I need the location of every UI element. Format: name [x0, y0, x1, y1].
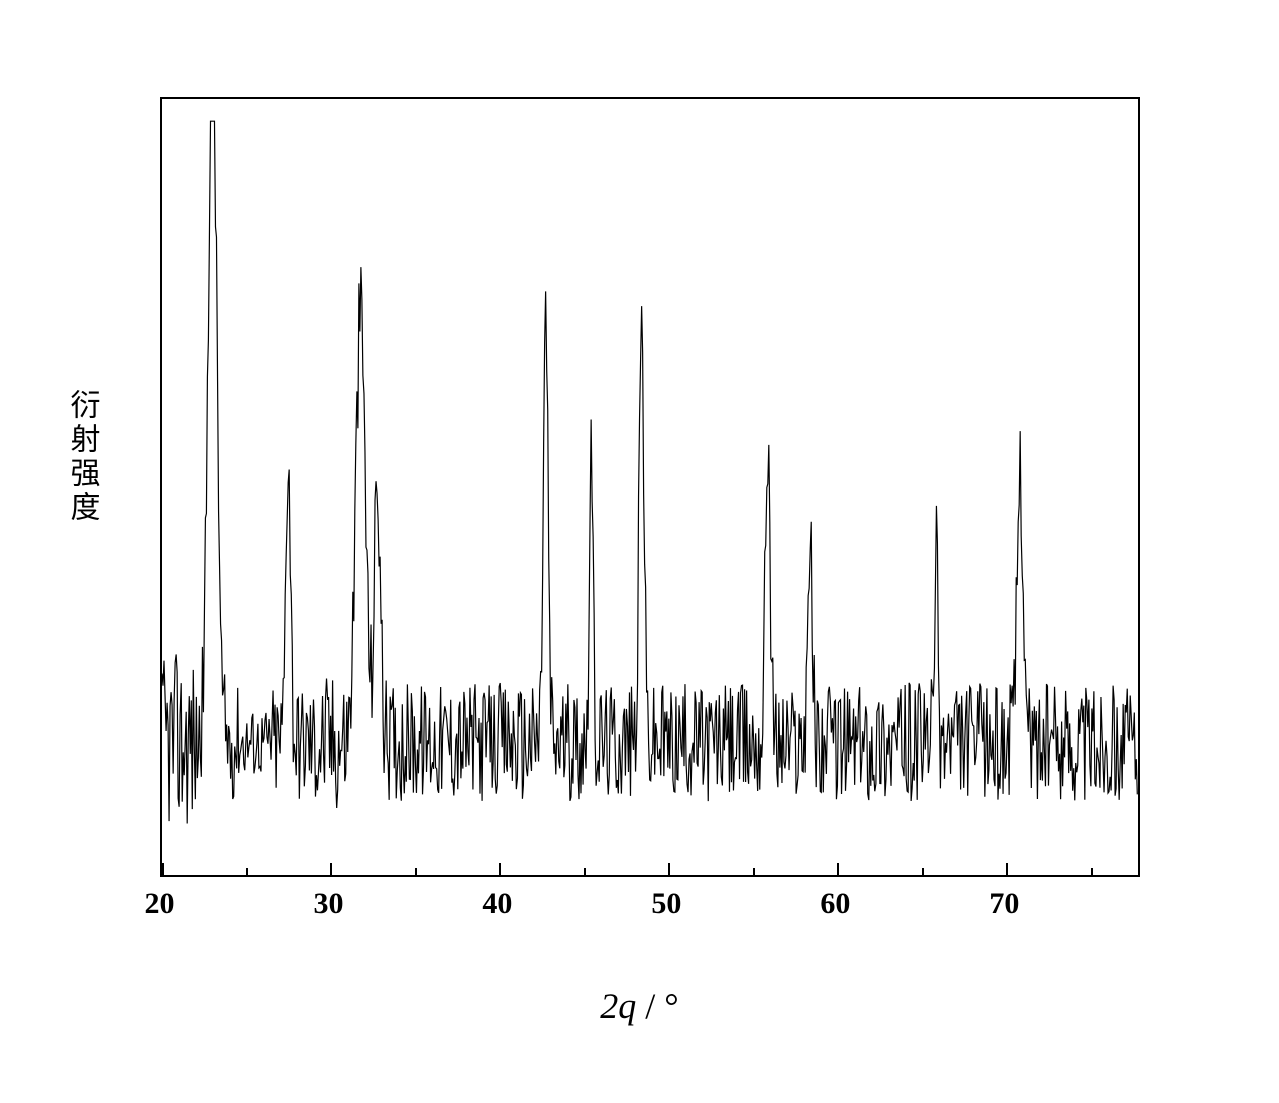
- x-tick-major: [837, 863, 839, 875]
- x-tick-minor: [922, 868, 924, 875]
- x-axis-label: 2q / °: [600, 985, 678, 1027]
- x-tick-label: 70: [989, 887, 1019, 921]
- xlabel-unit: °: [664, 986, 678, 1026]
- xrd-data-line: [162, 99, 1138, 875]
- x-tick-minor: [584, 868, 586, 875]
- x-tick-label: 50: [651, 887, 681, 921]
- x-tick-minor: [246, 868, 248, 875]
- xlabel-var: 2q: [600, 986, 636, 1026]
- plot-area: [160, 97, 1140, 877]
- x-tick-label: 30: [313, 887, 343, 921]
- x-tick-major: [162, 863, 164, 875]
- x-tick-major: [330, 863, 332, 875]
- x-tick-minor: [753, 868, 755, 875]
- x-tick-major: [499, 863, 501, 875]
- xrd-chart: 衍射强度 203040506070 2q / °: [90, 77, 1190, 1027]
- x-tick-label: 20: [145, 887, 175, 921]
- x-tick-minor: [1091, 868, 1093, 875]
- x-tick-major: [668, 863, 670, 875]
- x-tick-minor: [415, 868, 417, 875]
- x-tick-label: 40: [482, 887, 512, 921]
- y-axis-label: 衍射强度: [60, 389, 104, 525]
- x-tick-label: 60: [820, 887, 850, 921]
- xlabel-sep: /: [636, 986, 664, 1026]
- x-tick-major: [1006, 863, 1008, 875]
